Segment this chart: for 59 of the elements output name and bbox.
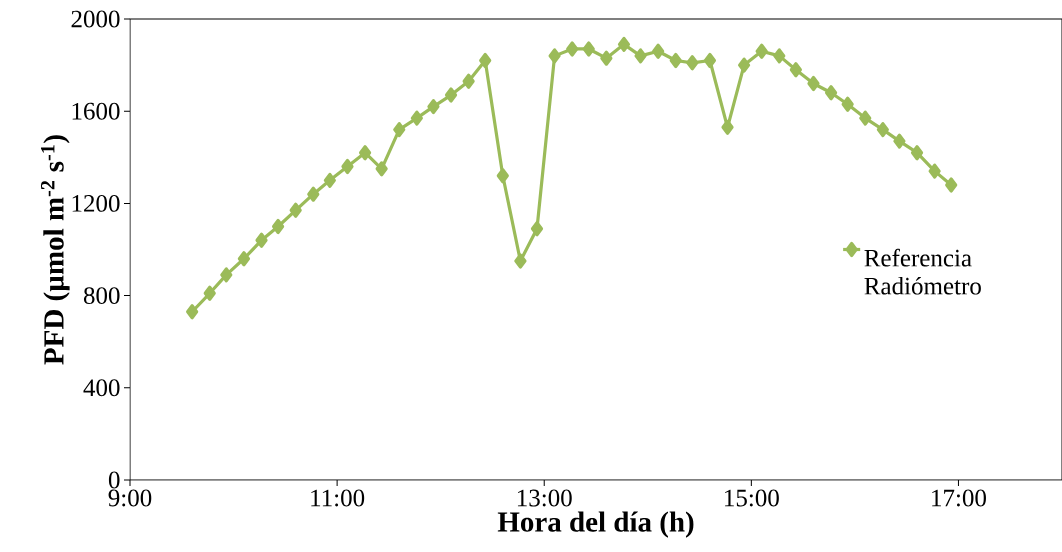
point <box>341 158 354 175</box>
point <box>496 168 509 184</box>
point <box>807 75 820 92</box>
point <box>737 57 751 73</box>
point <box>375 161 388 177</box>
point <box>427 98 440 115</box>
point <box>255 232 268 248</box>
point <box>841 96 854 112</box>
point <box>773 48 786 64</box>
x-tick-label: 13:00 <box>517 489 572 507</box>
legend-label: Referencia Radiómetro <box>864 248 981 295</box>
point <box>721 119 734 135</box>
point <box>444 87 458 103</box>
point <box>600 50 613 66</box>
point <box>479 52 492 69</box>
point <box>669 52 682 69</box>
point <box>928 163 941 179</box>
point <box>307 186 320 202</box>
point <box>755 43 768 59</box>
x-tick-label: 11:00 <box>311 489 365 507</box>
y-tick-label: 400 <box>83 379 120 397</box>
point <box>220 267 233 283</box>
point <box>462 73 475 89</box>
point <box>271 218 285 235</box>
x-tick-label: 15:00 <box>725 489 779 507</box>
point <box>876 122 889 138</box>
point <box>203 285 216 301</box>
point <box>910 145 924 161</box>
point <box>323 172 336 188</box>
y-tick-label: 0 <box>108 471 120 489</box>
point <box>530 221 544 237</box>
x-tick-label: 17:00 <box>932 489 986 507</box>
y-tick-label: 2000 <box>71 10 120 28</box>
point <box>582 41 595 57</box>
y-tick-label: 800 <box>83 287 120 305</box>
point <box>686 55 699 71</box>
point <box>652 43 665 59</box>
point <box>186 304 199 320</box>
x-axis-title: Hora del día (h) <box>497 511 694 538</box>
point <box>824 85 838 101</box>
point <box>566 41 579 57</box>
point <box>945 177 958 193</box>
y-axis-title: PFD (µmol m$^{-2}$ s$^{-1}$) <box>40 135 70 365</box>
y-tick-label: 1200 <box>72 194 120 212</box>
point <box>410 110 423 126</box>
point <box>634 48 647 64</box>
y-tick-label: 1600 <box>72 102 120 120</box>
point <box>358 145 372 161</box>
point <box>703 52 717 69</box>
point <box>237 251 251 267</box>
point <box>859 110 872 126</box>
x-tick-label: 9:00 <box>108 489 152 507</box>
point <box>514 253 527 269</box>
point <box>789 62 802 78</box>
point <box>893 133 906 149</box>
point <box>393 122 406 138</box>
point <box>548 48 561 64</box>
point <box>289 202 302 218</box>
point <box>617 36 631 52</box>
